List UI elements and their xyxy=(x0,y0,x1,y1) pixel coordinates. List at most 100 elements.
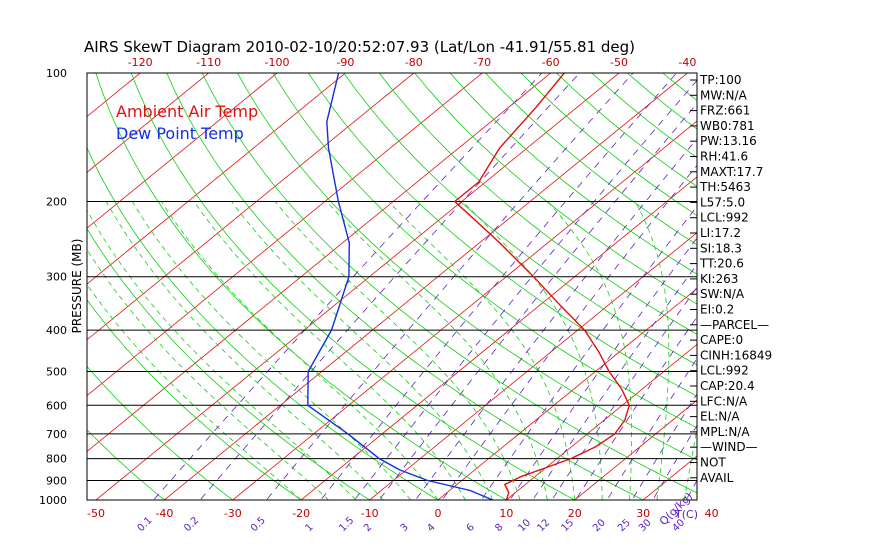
bottom-temp-tick-label: -10 xyxy=(361,507,379,520)
bottom-temp-tick-label: 30 xyxy=(636,507,650,520)
stability-index-item: RH:41.6 xyxy=(700,150,748,164)
mixing-ratio-line xyxy=(199,73,580,500)
mixing-ratio-line xyxy=(606,357,697,500)
isotherm-line xyxy=(87,73,278,229)
stability-index-item: NOT xyxy=(700,456,726,470)
mixing-ratio-tick-label: 12 xyxy=(535,517,552,534)
dry-adiabat-line xyxy=(87,299,302,500)
profile-line xyxy=(307,73,493,500)
stability-index-item: L57:5.0 xyxy=(700,195,745,209)
isotherm-line xyxy=(87,73,347,285)
isotherm-line xyxy=(769,64,870,510)
isotherm-line xyxy=(163,73,689,500)
mixing-ratio-line xyxy=(509,237,697,500)
isotherm-line xyxy=(837,64,870,510)
mixing-ratio-tick-label: 3 xyxy=(399,522,411,534)
bottom-temp-tick-label: 10 xyxy=(499,507,513,520)
isotherm-line xyxy=(0,64,15,510)
isobar-lines xyxy=(87,201,697,481)
dry-adiabat-line xyxy=(308,73,697,397)
dry-adiabat-line xyxy=(272,73,697,429)
stability-index-item: CINH:16849 xyxy=(700,348,772,362)
x-axis-label: T(C) xyxy=(674,508,698,521)
dry-adiabat-line xyxy=(87,227,371,500)
top-temp-tick-label: -120 xyxy=(128,56,153,69)
legend: Ambient Air Temp Dew Point Temp xyxy=(116,102,258,143)
mixing-ratio-line xyxy=(441,164,697,500)
moist-adiabat-line xyxy=(388,201,576,500)
pressure-tick-label: 500 xyxy=(46,366,67,379)
isotherm-line xyxy=(87,73,552,452)
stability-index-item: TP:100 xyxy=(699,73,742,87)
stability-index-item: LFC:N/A xyxy=(700,394,748,408)
profile-lines xyxy=(307,73,630,500)
dry-adiabat-line xyxy=(166,73,645,500)
pressure-tick-label: 900 xyxy=(46,475,67,488)
top-temp-tick-label: -60 xyxy=(542,56,560,69)
stability-index-item: MAXT:17.7 xyxy=(700,165,763,179)
mixing-ratio-tick-label: 10 xyxy=(516,517,533,534)
mixing-ratio-line xyxy=(575,316,697,500)
stability-index-item: LI:17.2 xyxy=(700,226,741,240)
isotherm-line xyxy=(574,399,697,500)
pressure-tick-label: 200 xyxy=(46,196,67,209)
moist-adiabat-line xyxy=(87,248,329,500)
mixing-ratio-tick-label: 20 xyxy=(591,517,608,534)
stability-index-item: SI:18.3 xyxy=(700,241,742,255)
bottom-temp-tick-label: 0 xyxy=(435,507,442,520)
bottom-temp-tick-label: -40 xyxy=(155,507,173,520)
stability-index-item: EL:N/A xyxy=(700,410,740,424)
mixing-ratio-line xyxy=(378,102,697,500)
mixing-ratio-line xyxy=(265,73,634,500)
isotherm-line xyxy=(300,176,697,500)
top-temp-tick-label: -80 xyxy=(405,56,423,69)
stability-index-item: MW:N/A xyxy=(700,88,748,102)
isotherm-line xyxy=(505,343,697,500)
stability-index-item: PW:13.16 xyxy=(700,134,757,148)
stability-index-item: KI:263 xyxy=(700,272,738,286)
pressure-tick-label: 600 xyxy=(46,399,67,412)
mixing-ratio-line xyxy=(320,73,677,500)
mixing-ratio-tick-label: 1 xyxy=(303,522,315,534)
stability-index-item: MPL:N/A xyxy=(700,425,750,439)
pressure-tick-label: 300 xyxy=(46,271,67,284)
isotherm-line xyxy=(87,73,415,341)
mixing-ratio-line xyxy=(153,73,543,500)
stability-index-item: SW:N/A xyxy=(700,287,745,301)
mixing-ratio-tick-label: 0.5 xyxy=(249,515,268,534)
bottom-temp-tick-label: -50 xyxy=(87,507,105,520)
dry-adiabat-line xyxy=(87,146,439,500)
bottom-temp-tick-label: 40 xyxy=(705,507,719,520)
top-temp-tick-label: -40 xyxy=(678,56,696,69)
dry-adiabat-line xyxy=(449,73,697,275)
mixing-ratio-tick-label: 0.2 xyxy=(182,515,201,534)
bottom-temp-tick-label: -20 xyxy=(292,507,310,520)
mixing-ratio-tick-label: 4 xyxy=(425,522,437,534)
dry-adiabat-line xyxy=(201,73,697,494)
stability-index-item: —WIND— xyxy=(700,440,758,454)
top-temp-tick-label: -90 xyxy=(336,56,354,69)
top-temp-tick-label: -70 xyxy=(473,56,491,69)
moist-adiabat-line xyxy=(131,201,411,500)
stability-index-item: WB0:781 xyxy=(700,119,755,133)
dry-adiabat-line xyxy=(769,73,870,509)
mixing-ratio-line xyxy=(631,393,697,500)
stability-index-item: LCL:992 xyxy=(700,211,749,225)
dry-adiabat-line xyxy=(840,73,870,509)
stability-index-item: EI:0.2 xyxy=(700,303,734,317)
pressure-tick-label: 400 xyxy=(46,324,67,337)
mixing-ratio-line xyxy=(652,424,697,500)
dry-adiabat-line xyxy=(378,73,697,335)
stability-index-item: CAPE:0 xyxy=(700,333,743,347)
dry-adiabat-line xyxy=(87,429,166,500)
isotherm-line xyxy=(87,73,483,397)
dry-adiabat-line xyxy=(130,73,576,500)
dry-adiabat-line xyxy=(95,73,508,500)
isotherm-line xyxy=(95,73,620,500)
stability-index-item: AVAIL xyxy=(700,471,734,485)
moist-adiabat-line xyxy=(274,201,521,500)
top-temp-tick-label: -100 xyxy=(265,56,290,69)
mixing-ratio-line xyxy=(415,137,697,500)
